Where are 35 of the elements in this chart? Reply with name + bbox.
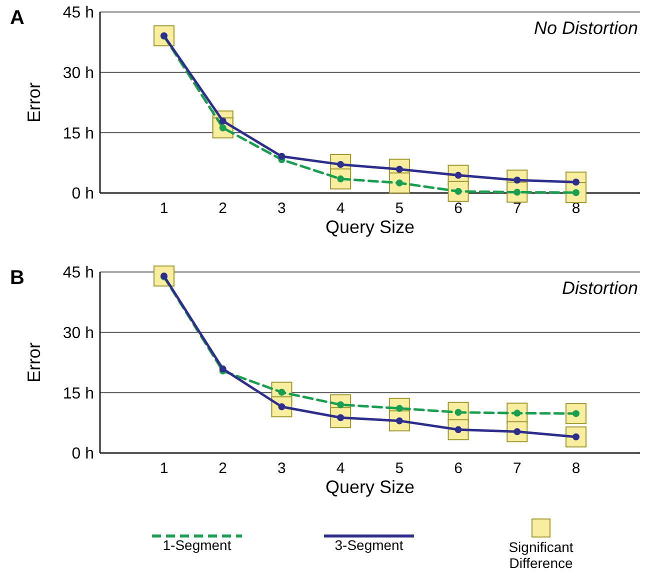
- x-tick-label: 7: [512, 460, 522, 477]
- legend-label: 3-Segment: [334, 537, 404, 553]
- x-tick-label: 8: [572, 200, 580, 217]
- x-tick-label: 1: [160, 200, 168, 217]
- y-tick-label: 30 h: [62, 324, 94, 342]
- x-tick-label: 1: [160, 460, 168, 477]
- y-tick-label: 45 h: [62, 4, 94, 22]
- legend-label: 1-Segment: [162, 537, 232, 553]
- x-tick-label: 5: [395, 200, 404, 217]
- y-tick-label: 45 h: [62, 264, 94, 282]
- x-tick-label: 4: [336, 200, 345, 217]
- y-axis-title: Error: [24, 342, 44, 382]
- y-tick-label: 15 h: [62, 125, 94, 142]
- x-axis-title: Query Size: [325, 477, 415, 497]
- annotation: Distortion: [562, 278, 638, 298]
- x-axis-title: Query Size: [325, 217, 415, 237]
- text: A: [10, 7, 24, 29]
- x-tick-label: 3: [278, 200, 286, 217]
- x-tick-label: 6: [454, 460, 462, 477]
- x-tick-label: 3: [278, 460, 286, 477]
- y-tick-label: 0 h: [72, 186, 94, 203]
- y-tick-label: 30 h: [62, 64, 94, 82]
- x-tick-label: 4: [336, 460, 345, 477]
- x-tick-label: 6: [454, 200, 462, 217]
- annotation: No Distortion: [534, 18, 638, 38]
- y-axis-title: Error: [24, 82, 44, 122]
- text: B: [10, 267, 24, 289]
- x-tick-label: 2: [218, 460, 228, 477]
- legend-label: Significant Difference: [508, 539, 574, 571]
- x-tick-label: 7: [512, 200, 522, 217]
- x-tick-label: 8: [572, 460, 580, 477]
- x-tick-label: 5: [395, 460, 404, 477]
- y-tick-label: 15 h: [62, 385, 94, 402]
- y-tick-label: 0 h: [72, 446, 94, 463]
- x-tick-label: 2: [218, 200, 228, 217]
